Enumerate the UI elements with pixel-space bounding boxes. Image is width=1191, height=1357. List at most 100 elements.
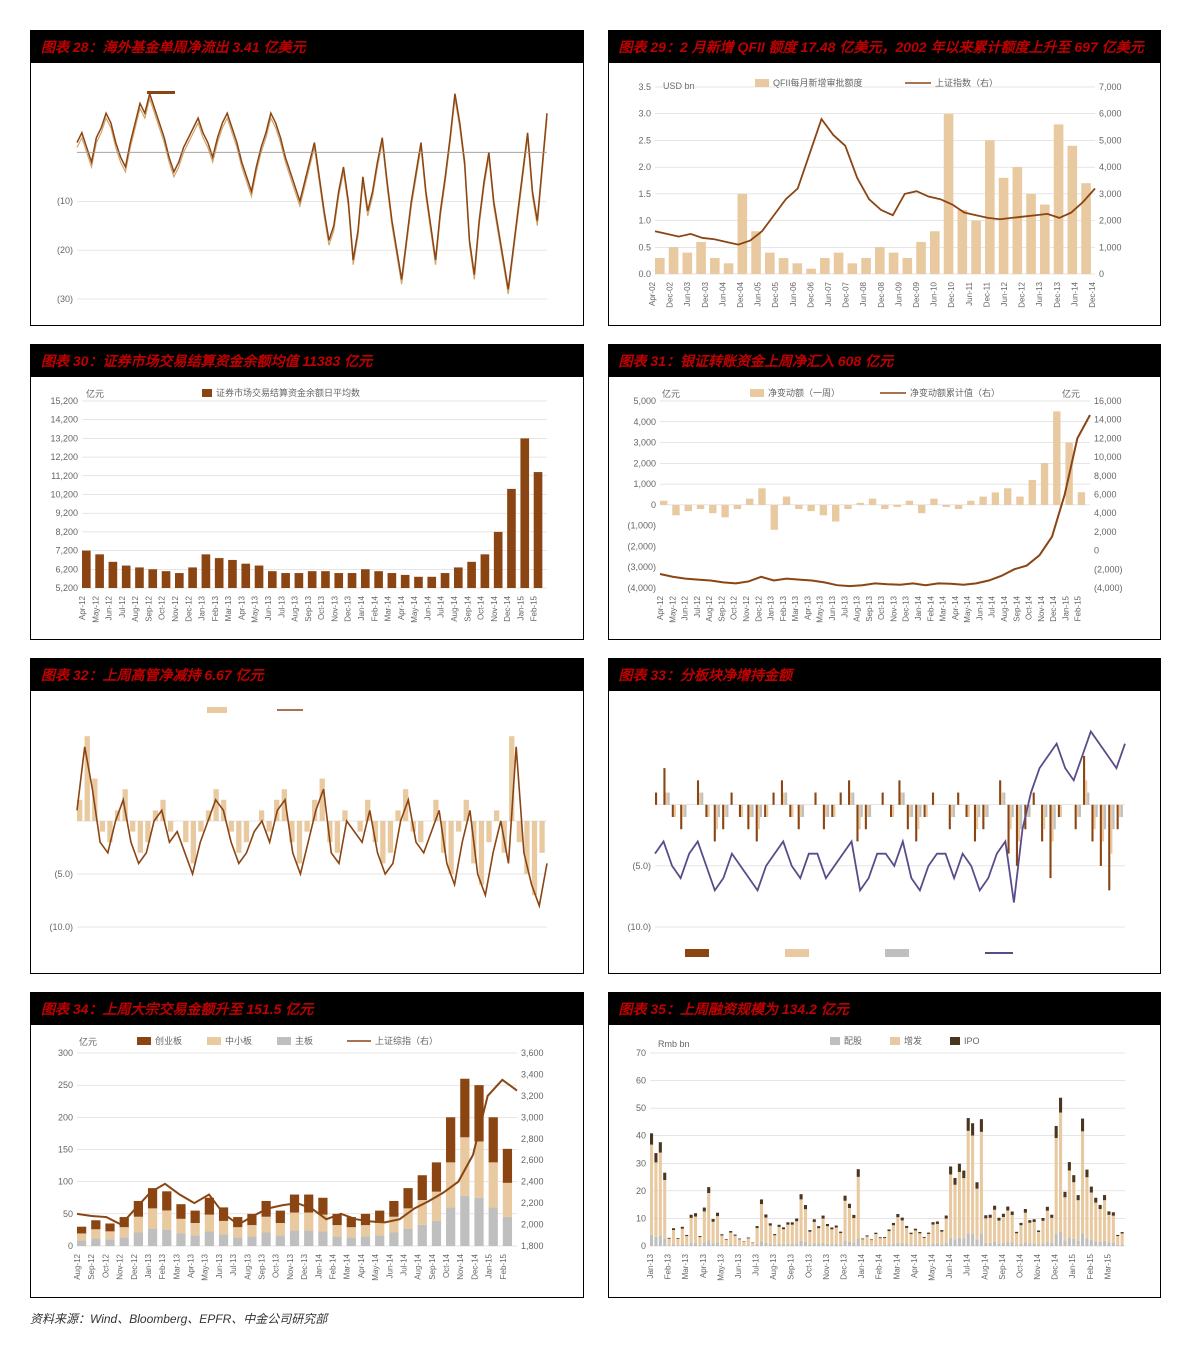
svg-text:Jun-13: Jun-13 xyxy=(215,1253,224,1278)
svg-text:Jun-09: Jun-09 xyxy=(894,281,903,306)
svg-text:Dec-08: Dec-08 xyxy=(876,281,885,307)
svg-text:Feb-13: Feb-13 xyxy=(158,1253,167,1279)
svg-text:Nov-14: Nov-14 xyxy=(456,1253,465,1279)
svg-text:Dec-12: Dec-12 xyxy=(184,595,193,621)
svg-text:10,000: 10,000 xyxy=(1094,452,1122,462)
svg-text:100: 100 xyxy=(58,1177,73,1187)
svg-text:Apr-14: Apr-14 xyxy=(397,595,406,620)
svg-text:50: 50 xyxy=(63,1209,73,1219)
svg-text:2.0: 2.0 xyxy=(638,162,651,172)
svg-text:8,200: 8,200 xyxy=(55,527,78,537)
svg-text:250: 250 xyxy=(58,1080,73,1090)
svg-text:Apr-13: Apr-13 xyxy=(698,1253,707,1278)
svg-text:Dec-12: Dec-12 xyxy=(130,1253,139,1279)
svg-text:Apr-13: Apr-13 xyxy=(803,595,812,620)
svg-text:May-13: May-13 xyxy=(251,595,260,622)
chart-29: USD bnQFII每月新增审批额度上证指数（右）0.00.51.01.52.0… xyxy=(615,69,1135,319)
svg-text:May-14: May-14 xyxy=(410,595,419,622)
svg-text:Aug-12: Aug-12 xyxy=(73,1253,82,1279)
svg-text:Dec-13: Dec-13 xyxy=(1052,281,1061,307)
svg-text:Jan-14: Jan-14 xyxy=(857,1253,866,1278)
svg-text:3,600: 3,600 xyxy=(521,1048,544,1058)
svg-text:Feb-14: Feb-14 xyxy=(328,1253,337,1279)
svg-text:Aug-14: Aug-14 xyxy=(980,1253,989,1279)
svg-text:Jun-13: Jun-13 xyxy=(264,595,273,620)
svg-text:Apr-12: Apr-12 xyxy=(78,595,87,620)
svg-text:1.5: 1.5 xyxy=(638,189,651,199)
chart-35: Rmb bn配股增发IPO010203040506070Jan-13Feb-13… xyxy=(615,1031,1135,1291)
svg-text:Jun-12: Jun-12 xyxy=(1000,281,1009,306)
svg-text:0: 0 xyxy=(650,500,655,510)
svg-text:中小板: 中小板 xyxy=(225,1035,252,1046)
svg-text:Sep-12: Sep-12 xyxy=(717,595,726,621)
svg-text:Nov-14: Nov-14 xyxy=(1033,1253,1042,1279)
svg-text:Feb-15: Feb-15 xyxy=(530,595,539,621)
svg-text:13,200: 13,200 xyxy=(50,433,78,443)
svg-text:Sep-12: Sep-12 xyxy=(144,595,153,621)
svg-text:Oct-14: Oct-14 xyxy=(477,595,486,620)
svg-text:Dec-13: Dec-13 xyxy=(344,595,353,621)
svg-text:Jul-14: Jul-14 xyxy=(962,1253,971,1275)
svg-text:配股: 配股 xyxy=(844,1036,862,1046)
svg-text:Oct-13: Oct-13 xyxy=(804,1253,813,1278)
svg-text:Jun-07: Jun-07 xyxy=(824,281,833,306)
svg-text:May-13: May-13 xyxy=(815,595,824,622)
svg-text:300: 300 xyxy=(58,1048,73,1058)
chart-34: 亿元创业板中小板主板上证综指（右）0501001502002503001,800… xyxy=(37,1031,557,1291)
panel-32-title: 图表 32：上周高管净减持 6.67 亿元 xyxy=(31,659,583,691)
svg-text:Jul-13: Jul-13 xyxy=(840,595,849,617)
svg-text:Jul-13: Jul-13 xyxy=(229,1253,238,1275)
svg-text:Apr-14: Apr-14 xyxy=(357,1253,366,1278)
panel-35: 图表 35：上周融资规模为 134.2 亿元 Rmb bn配股增发IPO0102… xyxy=(608,992,1162,1298)
svg-text:5,000: 5,000 xyxy=(1099,135,1122,145)
svg-text:Feb-13: Feb-13 xyxy=(211,595,220,621)
svg-text:Feb-15: Feb-15 xyxy=(1073,595,1082,621)
svg-text:May-12: May-12 xyxy=(91,595,100,622)
svg-text:2,400: 2,400 xyxy=(521,1177,544,1187)
panel-31-title: 图表 31：银证转账资金上周净汇入 608 亿元 xyxy=(609,345,1161,377)
svg-text:3.5: 3.5 xyxy=(638,82,651,92)
svg-text:200: 200 xyxy=(58,1112,73,1122)
svg-text:Jan-15: Jan-15 xyxy=(1068,1253,1077,1278)
svg-text:2,200: 2,200 xyxy=(521,1198,544,1208)
svg-text:12,000: 12,000 xyxy=(1094,433,1122,443)
svg-text:Dec-04: Dec-04 xyxy=(736,281,745,307)
svg-text:7,000: 7,000 xyxy=(1099,82,1122,92)
svg-text:Oct-14: Oct-14 xyxy=(442,1253,451,1278)
svg-text:1,000: 1,000 xyxy=(633,479,656,489)
svg-text:40: 40 xyxy=(635,1131,645,1141)
svg-text:4,000: 4,000 xyxy=(1094,508,1117,518)
svg-text:Jun-04: Jun-04 xyxy=(718,281,727,306)
svg-text:创业板: 创业板 xyxy=(155,1035,182,1046)
svg-text:2,000: 2,000 xyxy=(633,458,656,468)
svg-text:Aug-14: Aug-14 xyxy=(414,1253,423,1279)
svg-text:Aug-13: Aug-13 xyxy=(243,1253,252,1279)
svg-text:亿元: 亿元 xyxy=(1061,388,1079,399)
svg-text:Dec-14: Dec-14 xyxy=(1088,281,1097,307)
svg-text:12,200: 12,200 xyxy=(50,452,78,462)
svg-text:3,000: 3,000 xyxy=(1099,189,1122,199)
svg-text:Jun-05: Jun-05 xyxy=(753,281,762,306)
panel-35-title: 图表 35：上周融资规模为 134.2 亿元 xyxy=(609,993,1161,1025)
svg-text:Oct-13: Oct-13 xyxy=(272,1253,281,1278)
svg-text:Feb-14: Feb-14 xyxy=(370,595,379,621)
svg-text:Oct-12: Oct-12 xyxy=(101,1253,110,1278)
svg-text:Jul-12: Jul-12 xyxy=(118,595,127,617)
svg-text:5,200: 5,200 xyxy=(55,583,78,593)
svg-text:May-12: May-12 xyxy=(668,595,677,622)
svg-text:Nov-12: Nov-12 xyxy=(171,595,180,621)
svg-text:Dec-13: Dec-13 xyxy=(839,1253,848,1279)
svg-text:Apr-12: Apr-12 xyxy=(656,595,665,620)
svg-text:Jan-13: Jan-13 xyxy=(198,595,207,620)
svg-text:(5.0): (5.0) xyxy=(632,861,651,871)
svg-text:Jun-13: Jun-13 xyxy=(828,595,837,620)
svg-text:Nov-12: Nov-12 xyxy=(116,1253,125,1279)
svg-text:May-13: May-13 xyxy=(201,1253,210,1280)
svg-text:上证指数（右）: 上证指数（右） xyxy=(935,77,998,88)
panel-29-title: 图表 29：2 月新增 QFII 额度 17.48 亿美元，2002 年以来累计… xyxy=(609,31,1161,63)
svg-text:0.0: 0.0 xyxy=(638,269,651,279)
svg-text:Dec-03: Dec-03 xyxy=(700,281,709,307)
svg-text:May-14: May-14 xyxy=(927,1253,936,1280)
source-note: 资料来源：Wind、Bloomberg、EPFR、中金公司研究部 xyxy=(30,1310,1161,1327)
svg-text:Dec-07: Dec-07 xyxy=(841,281,850,307)
